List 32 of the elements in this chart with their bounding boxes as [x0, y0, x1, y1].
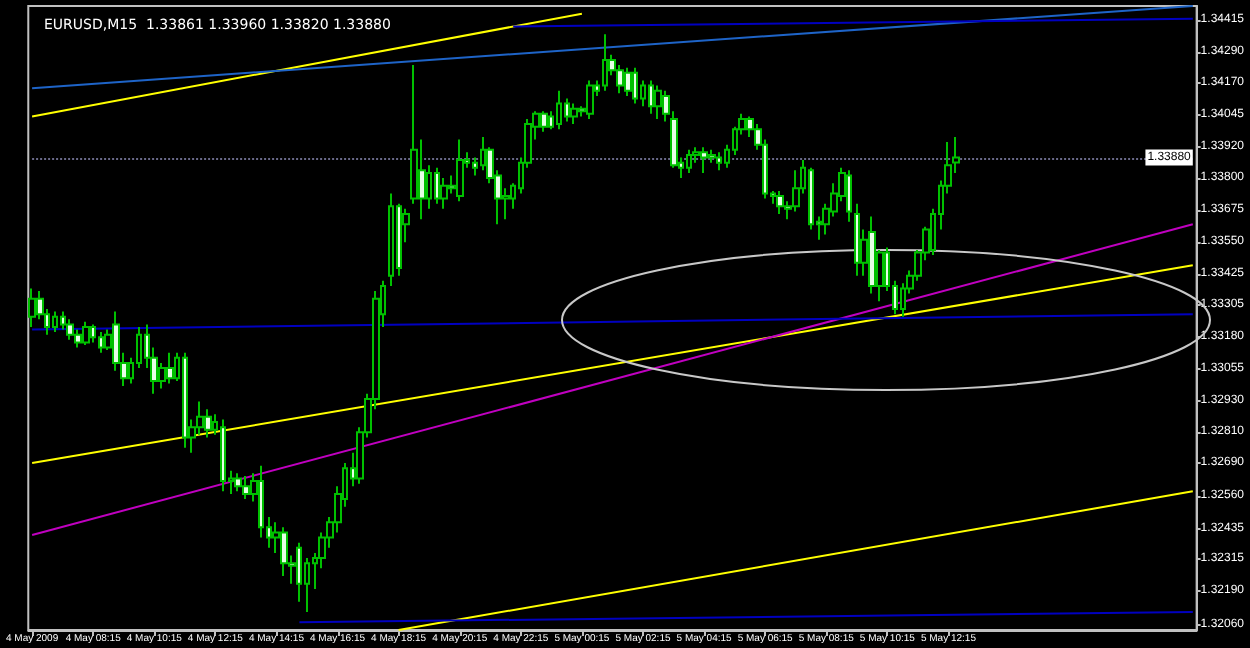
candlestick	[66, 318, 74, 341]
candlestick	[556, 89, 562, 131]
candlestick	[242, 474, 250, 501]
candlestick	[456, 138, 464, 203]
candlestick	[586, 79, 594, 120]
candlestick	[98, 331, 104, 354]
candlestick	[868, 215, 876, 295]
candlestick	[570, 102, 578, 126]
candlestick	[716, 151, 722, 172]
candlestick	[854, 202, 860, 277]
candlestick	[28, 287, 36, 328]
candlestick	[624, 66, 632, 97]
candlestick	[166, 351, 174, 385]
candlestick	[776, 189, 784, 215]
candlestick	[540, 110, 548, 133]
candlestick	[846, 169, 852, 223]
candlestick	[564, 97, 570, 123]
candlestick	[82, 320, 90, 346]
candlestick	[654, 84, 662, 120]
candlestick	[52, 310, 58, 334]
candlestick	[280, 526, 288, 578]
candlestick	[234, 472, 242, 493]
candlestick	[388, 192, 394, 287]
candlestick	[220, 418, 226, 493]
candlestick	[686, 148, 692, 174]
candlestick	[182, 351, 188, 449]
candlestick	[434, 166, 440, 205]
candlestick	[602, 33, 608, 92]
candlestick	[204, 408, 212, 439]
candlestick	[632, 66, 638, 105]
candlestick	[700, 146, 708, 174]
candlestick	[648, 79, 654, 115]
